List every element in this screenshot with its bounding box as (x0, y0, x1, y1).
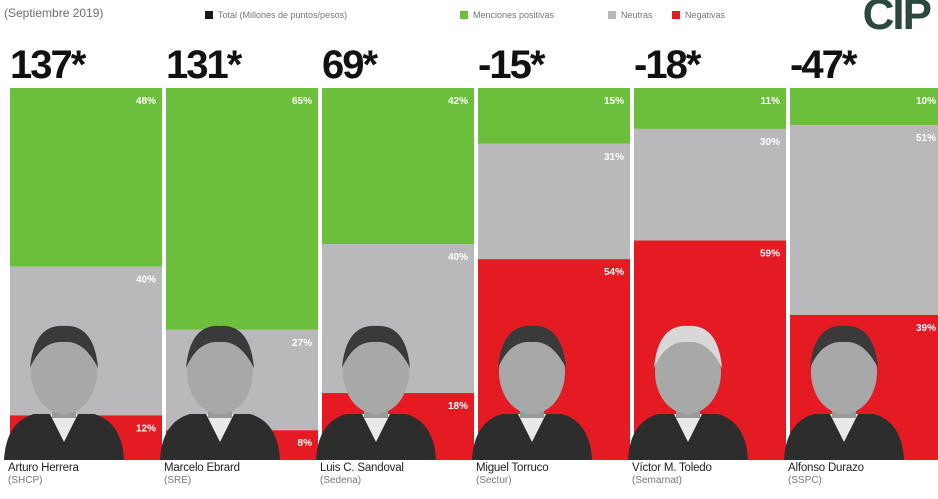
total-value-label: -18* (634, 43, 702, 87)
legend-swatch-negative (672, 11, 680, 19)
value-label-positive: 42% (448, 96, 468, 107)
person-org: (SSPC) (788, 475, 822, 486)
portrait-hair (498, 325, 566, 368)
legend-swatch-positive (460, 11, 468, 19)
portrait-hair (654, 325, 722, 368)
value-label-neutral: 40% (136, 275, 156, 286)
legend-label-negative: Negativas (685, 10, 726, 20)
bar-segment-positive (166, 88, 318, 330)
value-label-neutral: 31% (604, 152, 624, 163)
value-label-negative: 12% (136, 423, 156, 434)
person-org: (Sedena) (320, 475, 362, 486)
person-name: Alfonso Durazo (788, 462, 864, 474)
legend-swatch-neutral (608, 11, 616, 19)
total-value-label: 131* (166, 43, 243, 87)
portrait-shirt (206, 414, 234, 442)
portrait-hair (186, 325, 254, 368)
portrait-photo (784, 325, 904, 460)
portrait-photo (4, 325, 124, 460)
portrait-shirt (50, 414, 78, 442)
value-label-neutral: 51% (916, 133, 936, 144)
period-label: (Septiembre 2019) (4, 6, 104, 20)
bar-segment-positive (634, 88, 786, 129)
portrait-photo (628, 325, 748, 460)
portrait-face (655, 330, 721, 414)
value-label-positive: 11% (761, 96, 781, 107)
column-divider (474, 88, 478, 460)
bar-segment-positive (790, 88, 938, 126)
value-label-positive: 65% (292, 96, 312, 107)
legend-total: Total (Millones de puntos/pesos) (205, 8, 347, 22)
value-label-negative: 39% (916, 323, 936, 334)
portrait-hair (810, 325, 878, 368)
person-name: Marcelo Ebrard (164, 462, 240, 474)
person-label-3: Luis C. Sandoval (Sedena) (320, 462, 470, 486)
value-label-neutral: 40% (448, 252, 468, 263)
legend-positive: Menciones positivas (460, 8, 554, 22)
cip-logo: CIP (862, 0, 932, 39)
portrait-photo (160, 325, 280, 460)
portrait-hair (30, 325, 98, 368)
person-name: Arturo Herrera (8, 462, 79, 474)
person-name: Víctor M. Toledo (632, 462, 712, 474)
portrait-shirt (518, 414, 546, 442)
portrait-face (343, 330, 409, 414)
column-divider (162, 88, 166, 460)
value-label-positive: 10% (916, 96, 936, 107)
portrait-shirt (674, 414, 702, 442)
portrait-hair (342, 325, 410, 368)
portrait-face (187, 330, 253, 414)
legend-negative: Negativas (672, 8, 725, 22)
portrait-photo (316, 325, 436, 460)
legend-label-total: Total (Millones de puntos/pesos) (218, 10, 348, 20)
legend-swatch-total (205, 11, 213, 19)
column-divider (318, 88, 322, 460)
value-label-negative: 18% (448, 401, 468, 412)
column-divider (786, 88, 790, 460)
value-label-neutral: 27% (292, 338, 312, 349)
bar-segment-positive (322, 88, 474, 245)
portrait-face (499, 330, 565, 414)
total-value-label: 137* (10, 43, 87, 87)
total-value-label: -47* (790, 43, 858, 87)
column-divider (630, 88, 634, 460)
legend-label-positive: Menciones positivas (473, 10, 555, 20)
portrait-photo (472, 325, 592, 460)
person-name: Miguel Torruco (476, 462, 549, 474)
total-value-label: 69* (322, 43, 378, 87)
person-label-2: Marcelo Ebrard (SRE) (164, 462, 314, 486)
person-name: Luis C. Sandoval (320, 462, 404, 474)
value-label-negative: 8% (298, 438, 313, 449)
legend-bar: (Septiembre 2019) Total (Millones de pun… (0, 0, 938, 39)
person-org: (SRE) (164, 475, 192, 486)
legend-label-neutral: Neutras (621, 10, 653, 20)
value-label-negative: 54% (604, 267, 624, 278)
portrait-face (811, 330, 877, 414)
column-divider (6, 88, 10, 460)
bar-segment-neutral (478, 143, 630, 260)
portrait-shirt (362, 414, 390, 442)
value-label-positive: 48% (136, 96, 156, 107)
person-org: (Sectur) (476, 475, 512, 486)
bar-segment-positive (478, 88, 630, 144)
value-label-positive: 15% (604, 96, 624, 107)
person-org: (SHCP) (8, 475, 43, 486)
bar-segment-neutral (790, 125, 938, 315)
bar-segment-positive (10, 88, 162, 267)
person-org: (Semarnat) (632, 475, 683, 486)
total-value-label: -15* (478, 43, 546, 87)
value-label-negative: 59% (760, 249, 780, 260)
person-label-1: Arturo Herrera (SHCP) (8, 462, 158, 486)
portrait-shirt (830, 414, 858, 442)
person-label-6: Alfonso Durazo (SSPC) (788, 462, 938, 486)
value-label-neutral: 30% (760, 137, 780, 148)
portrait-face (31, 330, 97, 414)
bar-segment-neutral (634, 128, 786, 241)
person-label-4: Miguel Torruco (Sectur) (476, 462, 626, 486)
person-label-5: Víctor M. Toledo (Semarnat) (632, 462, 782, 486)
legend-neutral: Neutras (608, 8, 653, 22)
